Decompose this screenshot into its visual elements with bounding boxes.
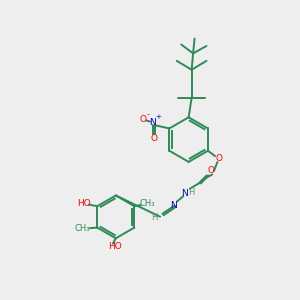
Text: CH₃: CH₃ <box>140 199 155 208</box>
Text: O: O <box>151 134 158 143</box>
Text: O: O <box>140 115 147 124</box>
Text: HO: HO <box>108 242 122 251</box>
Text: CH₃: CH₃ <box>75 224 90 233</box>
Text: +: + <box>155 115 161 121</box>
Text: O: O <box>215 154 222 163</box>
Text: N: N <box>182 189 188 198</box>
Text: HO: HO <box>77 199 91 208</box>
Text: H: H <box>152 212 158 221</box>
Text: H: H <box>188 188 194 197</box>
Text: O: O <box>207 167 214 176</box>
Text: N: N <box>170 201 177 210</box>
Text: -: - <box>147 110 149 119</box>
Text: N: N <box>150 118 156 127</box>
